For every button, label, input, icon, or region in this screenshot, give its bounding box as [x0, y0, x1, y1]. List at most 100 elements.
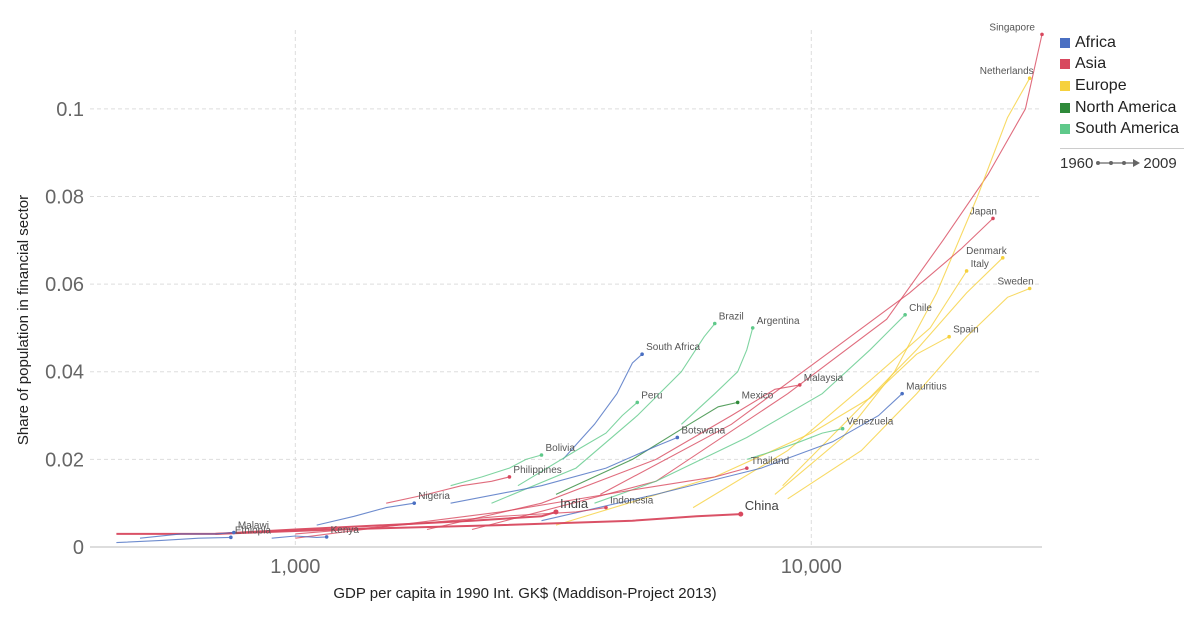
endpoint-venezuela — [840, 426, 845, 431]
trajectory-malaysia[interactable] — [426, 384, 800, 531]
trajectory-thailand[interactable] — [295, 467, 747, 539]
legend-swatch — [1060, 124, 1070, 135]
country-label-argentina: Argentina — [757, 316, 800, 327]
trajectory-netherlands[interactable] — [774, 77, 1031, 495]
country-label-chile: Chile — [909, 303, 932, 314]
country-label-mexico: Mexico — [742, 390, 774, 401]
trajectory-malawi[interactable] — [139, 531, 234, 539]
endpoint-brazil — [712, 321, 717, 326]
country-label-singapore: Singapore — [989, 22, 1035, 33]
trajectory-brazil[interactable] — [491, 323, 716, 504]
y-tick-label: 0.08 — [45, 186, 84, 208]
country-label-denmark: Denmark — [966, 246, 1008, 257]
grid-lines — [90, 30, 1042, 548]
country-label-japan: Japan — [970, 206, 997, 217]
endpoint-botswana — [675, 435, 680, 440]
country-label-malawi: Malawi — [238, 521, 269, 532]
y-tick-label: 0.06 — [45, 274, 84, 296]
trajectory-singapore[interactable] — [471, 34, 1043, 531]
y-tick-label: 0 — [73, 537, 84, 559]
timeline-legend: 1960 2009 — [1060, 155, 1192, 172]
country-label-nigeria: Nigeria — [418, 491, 450, 502]
trajectory-denmark[interactable] — [782, 257, 1004, 487]
timeline-start: 1960 — [1060, 154, 1094, 172]
endpoint-thailand — [745, 466, 749, 470]
trajectory-south-africa[interactable] — [562, 353, 643, 460]
legend-item-europe[interactable]: Europe — [1060, 75, 1192, 97]
country-label-india: India — [560, 496, 589, 511]
trajectory-china[interactable] — [116, 513, 741, 535]
endpoint-bolivia — [539, 453, 544, 457]
legend-item-north-america[interactable]: North America — [1060, 97, 1192, 119]
trajectory-mexico[interactable] — [555, 401, 738, 495]
country-label-china: China — [745, 498, 780, 513]
country-label-brazil: Brazil — [719, 312, 744, 323]
country-label-philippines: Philippines — [513, 465, 561, 476]
trajectory-mauritius[interactable] — [541, 393, 903, 522]
endpoint-malawi — [232, 530, 236, 535]
country-label-malaysia: Malaysia — [804, 373, 844, 384]
endpoint-indonesia — [604, 505, 608, 510]
country-label-botswana: Botswana — [681, 425, 725, 436]
trajectory-bolivia[interactable] — [450, 454, 542, 487]
trajectory-venezuela[interactable] — [746, 428, 843, 460]
legend-label: South America — [1075, 120, 1180, 138]
country-label-mauritius: Mauritius — [906, 382, 947, 393]
trajectory-peru[interactable] — [517, 401, 638, 487]
legend-item-africa[interactable]: Africa — [1060, 32, 1192, 54]
country-label-thailand: Thailand — [751, 456, 789, 467]
country-label-spain: Spain — [953, 325, 979, 336]
country-label-bolivia: Bolivia — [545, 443, 575, 454]
endpoint-south-africa — [640, 352, 644, 357]
endpoint-italy — [964, 269, 969, 273]
legend-label: Europe — [1075, 76, 1127, 94]
legend-swatch — [1060, 80, 1070, 91]
trajectory-chile[interactable] — [594, 314, 906, 504]
endpoint-mexico — [735, 400, 740, 405]
legend-label: Africa — [1075, 33, 1116, 51]
legend-label: North America — [1075, 98, 1177, 116]
trajectory-japan[interactable] — [600, 218, 994, 495]
country-label-italy: Italy — [971, 259, 989, 270]
country-label-peru: Peru — [641, 390, 662, 401]
x-axis-title: GDP per capita in 1990 Int. GK$ (Maddiso… — [333, 585, 716, 602]
legend-swatch — [1060, 37, 1070, 48]
endpoint-peru — [635, 400, 640, 405]
trajectory-spain[interactable] — [555, 336, 950, 526]
endpoint-spain — [947, 334, 951, 339]
trajectory-kenya[interactable] — [271, 535, 327, 539]
legend-item-south-america[interactable]: South America — [1060, 118, 1192, 140]
country-trajectories — [116, 32, 1044, 544]
country-label-south-africa: South Africa — [646, 342, 700, 353]
endpoint-denmark — [1000, 256, 1005, 260]
legend-label: Asia — [1075, 55, 1107, 73]
trajectory-botswana[interactable] — [450, 436, 678, 504]
country-label-ethiopia: Ethiopia — [235, 525, 272, 536]
legend-swatch — [1060, 59, 1070, 70]
timeline-arrow-icon — [1096, 159, 1141, 168]
trajectory-nigeria[interactable] — [316, 502, 415, 526]
endpoint-nigeria — [412, 501, 417, 505]
trajectory-argentina[interactable] — [681, 327, 754, 425]
endpoint-ethiopia — [229, 535, 233, 540]
legend-items: Africa Asia Europe North America South Ameri… — [1060, 32, 1192, 140]
y-tick-label: 0.1 — [56, 99, 84, 121]
y-axis-ticks: 0 0.02 0.04 0.06 0.08 0.1 — [45, 99, 84, 559]
trajectory-ethiopia[interactable] — [116, 536, 231, 544]
trajectory-philippines[interactable] — [386, 476, 510, 504]
endpoint-malaysia — [797, 383, 802, 387]
endpoint-sweden — [1027, 286, 1032, 291]
endpoint-kenya — [324, 535, 329, 539]
country-label-indonesia: Indonesia — [610, 496, 654, 507]
timeline-end: 2009 — [1143, 154, 1177, 172]
legend: Africa Asia Europe North America South Ameri… — [1060, 32, 1192, 172]
country-label-kenya: Kenya — [331, 525, 360, 536]
trajectory-sweden[interactable] — [787, 287, 1030, 500]
country-label-netherlands: Netherlands — [980, 66, 1034, 77]
endpoint-chile — [903, 312, 907, 317]
y-axis-title: Share of population in financial sector — [15, 195, 32, 445]
legend-item-asia[interactable]: Asia — [1060, 54, 1192, 76]
country-label-venezuela: Venezuela — [847, 417, 894, 428]
country-labels: Singapore Netherlands Denmark Italy Japan Swe… — [235, 22, 1036, 536]
